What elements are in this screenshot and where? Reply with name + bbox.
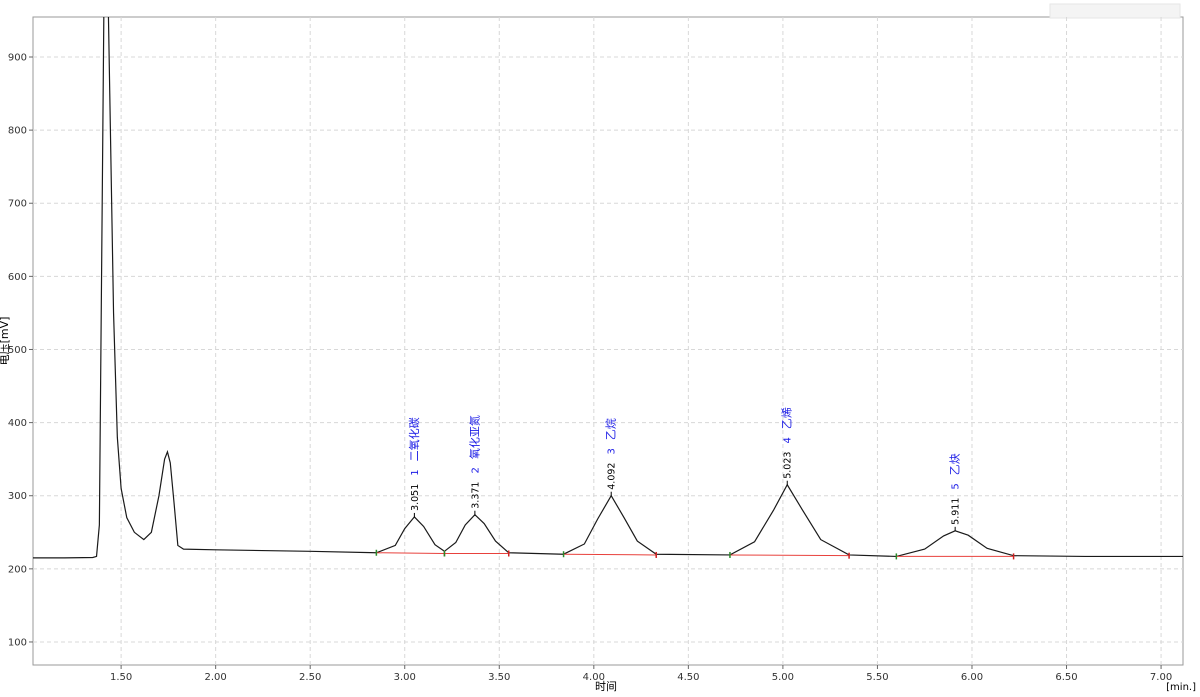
peak-name: 乙烷 (604, 418, 618, 440)
peak-baseline (729, 554, 850, 557)
x-axis-label: 时间 (595, 680, 617, 693)
y-tick-label: 900 (8, 52, 27, 63)
peak-baseline (563, 553, 657, 556)
peak-number: 3 (607, 448, 618, 454)
legend-box (1049, 3, 1181, 19)
peak-name: 乙烯 (781, 407, 794, 429)
peak-name: 乙炔 (949, 453, 962, 475)
peak-time: 5.023 (783, 452, 794, 479)
y-tick-label: 800 (8, 126, 27, 137)
peak-label: 5.023 4 乙烯 (781, 407, 794, 479)
y-tick-label: 400 (8, 418, 27, 429)
x-axis-unit: [min.] (1166, 682, 1196, 693)
peak-time: 5.911 (951, 498, 962, 525)
peak-time: 3.371 (470, 482, 481, 509)
y-axis-label: 电压[mV] (0, 317, 11, 366)
labels: 100 200 300 400 500 600 700 800 900 1.50 2.00 2.50 3… (8, 52, 1172, 683)
peak-name: 氧化亚氮 (467, 415, 481, 459)
x-tick-label: 6.00 (961, 672, 983, 683)
y-tick-label: 700 (8, 199, 27, 210)
signal-line (33, 17, 1183, 559)
peak-name: 二氧化碳 (407, 417, 421, 461)
peak-baseline (376, 552, 445, 554)
peak-number: 5 (951, 483, 962, 489)
peak-number: 1 (410, 469, 421, 475)
marks (33, 17, 1183, 560)
y-tick-label: 500 (8, 345, 27, 356)
y-tick-label: 300 (8, 491, 27, 502)
plot-area (32, 16, 1184, 666)
peak-label: 5.911 5 乙炔 (949, 453, 962, 525)
x-tick-label: 4.00 (583, 672, 605, 683)
peak-label: 4.092 3 乙烷 (604, 418, 618, 490)
y-tick-label: 600 (8, 272, 27, 283)
x-tick-label: 7.00 (1150, 672, 1172, 683)
x-tick-label: 2.50 (299, 672, 321, 683)
x-tick-label: 5.50 (866, 672, 888, 683)
x-tick-label: 3.00 (394, 672, 416, 683)
peak-number: 2 (470, 467, 481, 473)
y-tick-label: 100 (8, 637, 27, 648)
peak-number: 4 (783, 437, 794, 443)
x-tick-label: 4.50 (677, 672, 699, 683)
x-tick-label: 3.50 (488, 672, 510, 683)
x-tick-label: 2.00 (205, 672, 227, 683)
peak-time: 3.051 (410, 484, 421, 511)
x-tick-label: 1.50 (110, 672, 132, 683)
peak-time: 4.092 (607, 463, 618, 490)
grid (29, 17, 1183, 669)
peak-label: 3.051 1 二氧化碳 (407, 417, 421, 511)
peak-label: 3.371 2 氧化亚氮 (467, 415, 481, 509)
y-tick-label: 200 (8, 564, 27, 575)
x-tick-label: 5.00 (772, 672, 794, 683)
x-tick-label: 6.50 (1055, 672, 1077, 683)
